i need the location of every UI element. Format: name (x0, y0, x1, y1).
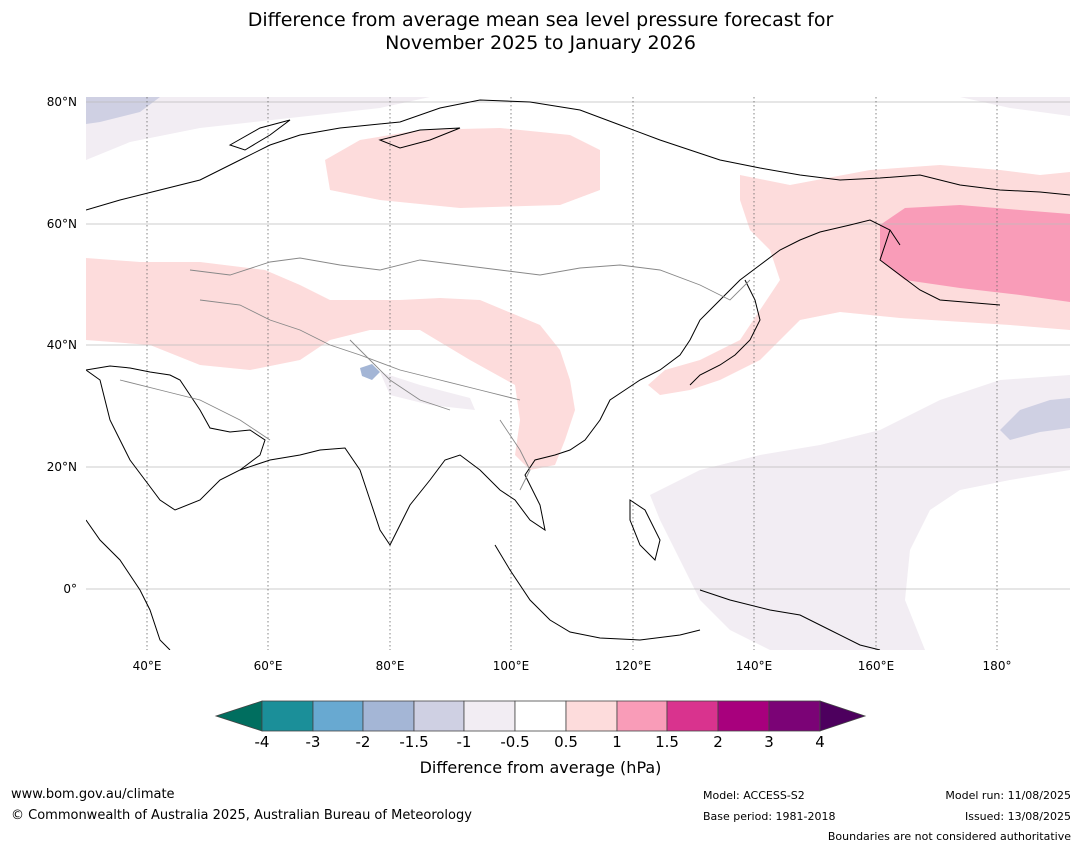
lon-label-60e: 60°E (253, 659, 283, 673)
colorbar-tick: -1 (456, 733, 472, 751)
colorbar-extend-high (819, 700, 867, 732)
colorbar-bin-8 (616, 700, 668, 732)
colorbar-bin-10 (717, 700, 770, 732)
website-link[interactable]: www.bom.gov.au/climate (11, 787, 175, 802)
model-run-date: Model run: 11/08/2025 (945, 789, 1071, 802)
lat-label-60n: 60°N (46, 217, 77, 231)
boundaries-disclaimer: Boundaries are not considered authoritat… (827, 830, 1071, 843)
anomaly-region-west-pacific-low (1000, 398, 1070, 440)
lon-label-180: 180° (982, 659, 1012, 673)
lat-label-0: 0° (63, 582, 77, 596)
colorbar-tick: 1 (612, 733, 622, 751)
map-title: Difference from average mean sea level p… (0, 9, 1081, 55)
anomaly-region-arctic-west (86, 97, 430, 160)
colorbar-tick: 3 (764, 733, 774, 751)
colorbar-bin-2 (312, 700, 364, 732)
colorbar-bin-4 (413, 700, 465, 732)
anomaly-region-west-pacific (650, 375, 1070, 650)
colorbar-bin-1 (261, 700, 314, 732)
colorbar-bin-9 (666, 700, 719, 732)
colorbar-tick: -2 (355, 733, 371, 751)
anomaly-region-tibet-lavender (380, 372, 475, 410)
anomaly-region-central-asia (86, 258, 575, 470)
colorbar-tick: 1.5 (655, 733, 679, 751)
issued-date: Issued: 13/08/2025 (964, 810, 1071, 823)
anomaly-region-tibet-low (360, 364, 380, 380)
model-name: Model: ACCESS-S2 (703, 789, 805, 802)
lon-label-80e: 80°E (375, 659, 405, 673)
lon-label-160e: 160°E (857, 659, 895, 673)
base-period: Base period: 1981-2018 (703, 810, 836, 823)
lon-label-140e: 140°E (735, 659, 773, 673)
lon-label-40e: 40°E (132, 659, 162, 673)
colorbar (214, 700, 867, 732)
copyright-text: © Commonwealth of Australia 2025, Austra… (11, 808, 472, 823)
anomaly-region-siberia-north (325, 128, 600, 208)
colorbar-tick: 2 (713, 733, 723, 751)
lat-label-80n: 80°N (46, 95, 77, 109)
colorbar-tick: -3 (305, 733, 321, 751)
colorbar-tick: -0.5 (500, 733, 530, 751)
lat-label-20n: 20°N (46, 460, 77, 474)
colorbar-bin-5 (463, 700, 516, 732)
colorbar-extend-low (214, 700, 263, 732)
colorbar-bin-3 (362, 700, 415, 732)
anomaly-region-north-pacific-strong (880, 205, 1070, 302)
colorbar-tick: 0.5 (554, 733, 578, 751)
colorbar-tick: 4 (815, 733, 825, 751)
title-line-2: November 2025 to January 2026 (385, 32, 696, 54)
colorbar-bin-6 (514, 700, 567, 732)
colorbar-bin-11 (768, 700, 821, 732)
colorbar-tick: -1.5 (399, 733, 429, 751)
lon-label-120e: 120°E (614, 659, 652, 673)
country-borders (119, 257, 751, 491)
anomaly-region-arctic-west-low (86, 97, 160, 124)
title-line-1: Difference from average mean sea level p… (247, 9, 834, 31)
colorbar-title: Difference from average (hPa) (419, 758, 662, 777)
lon-label-100e: 100°E (492, 659, 530, 673)
map-field (86, 97, 1070, 650)
coastlines (86, 99, 1070, 650)
colorbar-bin-7 (565, 700, 618, 732)
lat-label-40n: 40°N (46, 338, 77, 352)
colorbar-tick: -4 (254, 733, 270, 751)
